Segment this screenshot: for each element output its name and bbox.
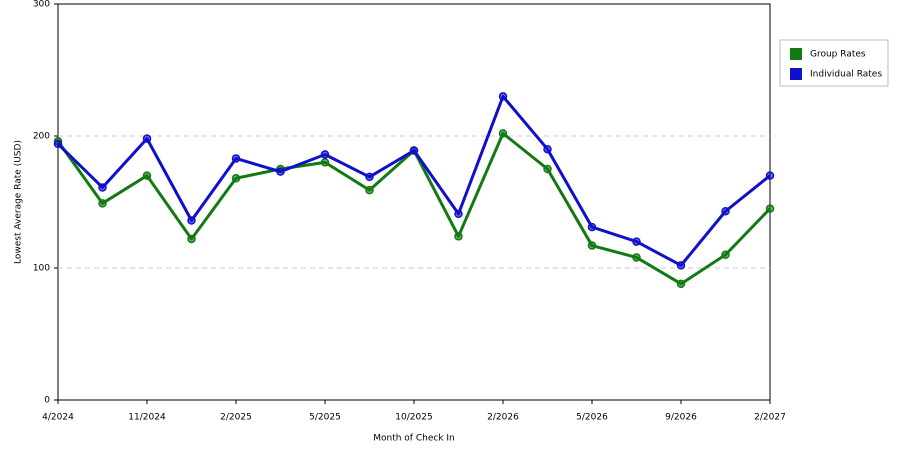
legend-swatch [790, 68, 802, 80]
point [676, 261, 686, 270]
point [454, 209, 463, 219]
point [587, 241, 597, 250]
point [587, 222, 597, 232]
point [543, 144, 552, 154]
point [231, 173, 241, 183]
point [320, 150, 330, 159]
point [765, 171, 775, 180]
point [498, 129, 508, 138]
legend-swatch [790, 48, 802, 60]
x-tick-label: 4/2024 [42, 413, 74, 423]
x-tick-label: 2/2025 [220, 413, 252, 423]
point [409, 146, 419, 155]
x-tick-label: 11/2024 [128, 413, 166, 423]
point [365, 185, 374, 195]
point [187, 234, 196, 244]
x-tick-label: 5/2025 [309, 413, 341, 423]
point [543, 164, 552, 174]
point [231, 154, 241, 163]
point [632, 253, 641, 262]
point [721, 206, 730, 216]
point [765, 204, 775, 213]
point [676, 279, 686, 289]
x-axis-label: Month of Check In [373, 434, 455, 444]
point [98, 199, 107, 208]
x-tick-label: 10/2025 [395, 413, 432, 423]
point [53, 139, 63, 149]
y-axis-label: Lowest Average Rate (USD) [14, 140, 24, 264]
point [320, 158, 330, 167]
x-tick-label: 5/2026 [576, 413, 608, 423]
x-tick-label: 2/2027 [754, 413, 786, 423]
point [365, 172, 374, 182]
point [632, 237, 641, 246]
y-tick-label: 0 [44, 396, 50, 406]
point [498, 92, 508, 101]
y-tick-label: 300 [33, 0, 50, 10]
series-line [56, 94, 771, 267]
point [721, 250, 730, 260]
point [142, 171, 152, 180]
point [98, 183, 107, 192]
legend-label: Group Rates [810, 50, 866, 60]
point [454, 232, 463, 241]
point [276, 167, 285, 176]
series-line [56, 131, 772, 286]
x-tick-label: 2/2026 [487, 413, 519, 423]
point [142, 134, 152, 143]
legend-label: Individual Rates [810, 70, 882, 80]
point [187, 216, 196, 225]
x-tick-label: 9/2026 [665, 413, 697, 423]
y-tick-label: 200 [33, 132, 50, 142]
y-tick-label: 100 [33, 264, 50, 274]
